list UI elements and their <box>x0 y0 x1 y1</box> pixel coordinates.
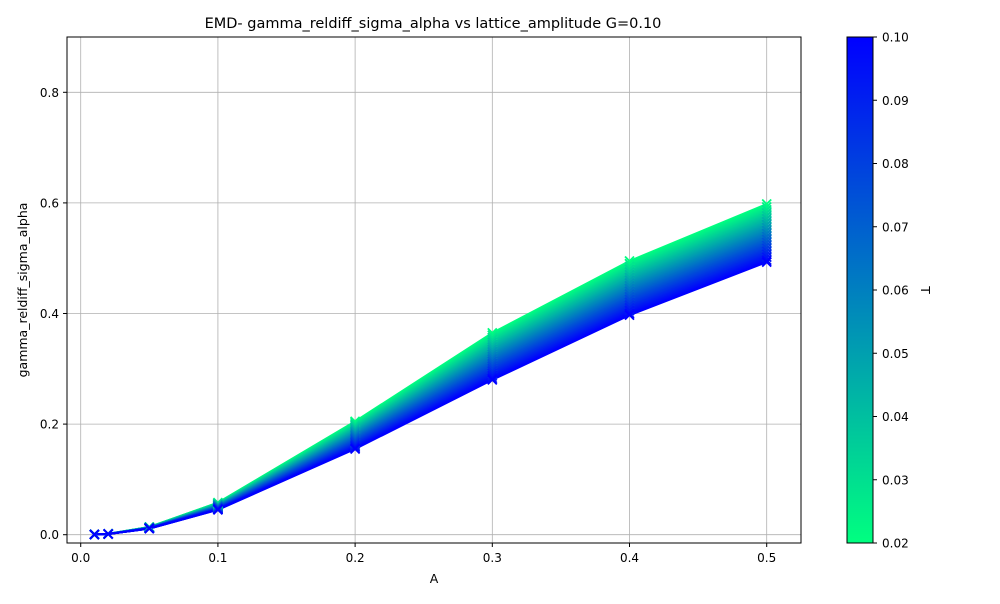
colorbar-ticks: 0.02 0.03 0.04 0.05 0.06 0.07 0.08 0.09 0.10 <box>873 31 909 551</box>
x-tick-label: 0.4 <box>620 551 639 565</box>
colorbar-tick-label: 0.10 <box>882 31 909 45</box>
data-point-marker <box>212 504 224 515</box>
colorbar-tick-label: 0.05 <box>882 347 909 361</box>
colorbar-tick-label: 0.03 <box>882 473 909 487</box>
data-point-marker <box>761 254 772 266</box>
y-tick-label: 0.4 <box>40 307 59 321</box>
colorbar-tick-label: 0.08 <box>882 157 909 171</box>
data-point-marker <box>624 310 635 321</box>
y-tick-label: 0.8 <box>40 86 59 100</box>
x-ticks: 0.0 0.1 0.2 0.3 0.4 0.5 <box>71 543 776 565</box>
marker-layer <box>89 198 772 540</box>
y-axis-label: gamma_reldiff_sigma_alpha <box>15 203 30 378</box>
data-point-marker <box>487 374 498 385</box>
data-point-marker <box>89 529 100 540</box>
x-tick-label: 0.2 <box>346 551 365 565</box>
colorbar-tick-label: 0.04 <box>882 410 909 424</box>
x-tick-label: 0.5 <box>757 551 776 565</box>
data-point-marker <box>349 440 361 451</box>
colorbar-tick-label: 0.09 <box>882 94 909 108</box>
data-point-marker <box>624 305 635 316</box>
data-point-marker <box>144 523 155 534</box>
data-point-marker <box>624 308 635 319</box>
data-point-marker <box>349 443 361 455</box>
colorbar-tick-label: 0.02 <box>882 537 909 551</box>
y-tick-label: 0.2 <box>40 418 59 432</box>
colorbar <box>846 36 874 544</box>
data-point-marker <box>487 373 498 384</box>
x-axis-label: A <box>430 571 439 586</box>
data-point-marker <box>103 528 114 540</box>
data-point-marker <box>487 370 498 382</box>
y-tick-label: 0.0 <box>40 528 59 542</box>
series-line <box>94 261 768 536</box>
x-tick-label: 0.1 <box>208 551 227 565</box>
colorbar-label: T <box>918 285 933 294</box>
data-point-marker <box>349 441 361 452</box>
chart-title: EMD- gamma_reldiff_sigma_alpha vs lattic… <box>205 16 662 32</box>
y-tick-label: 0.6 <box>40 196 59 210</box>
y-ticks: 0.0 0.2 0.4 0.6 0.8 <box>40 86 67 542</box>
colorbar-tick-label: 0.07 <box>882 220 909 234</box>
x-tick-label: 0.0 <box>71 551 90 565</box>
plot-frame <box>66 36 802 544</box>
colorbar-tick-label: 0.06 <box>882 284 909 298</box>
x-tick-label: 0.3 <box>483 551 502 565</box>
data-point-marker <box>761 256 772 268</box>
data-layer <box>94 203 768 536</box>
